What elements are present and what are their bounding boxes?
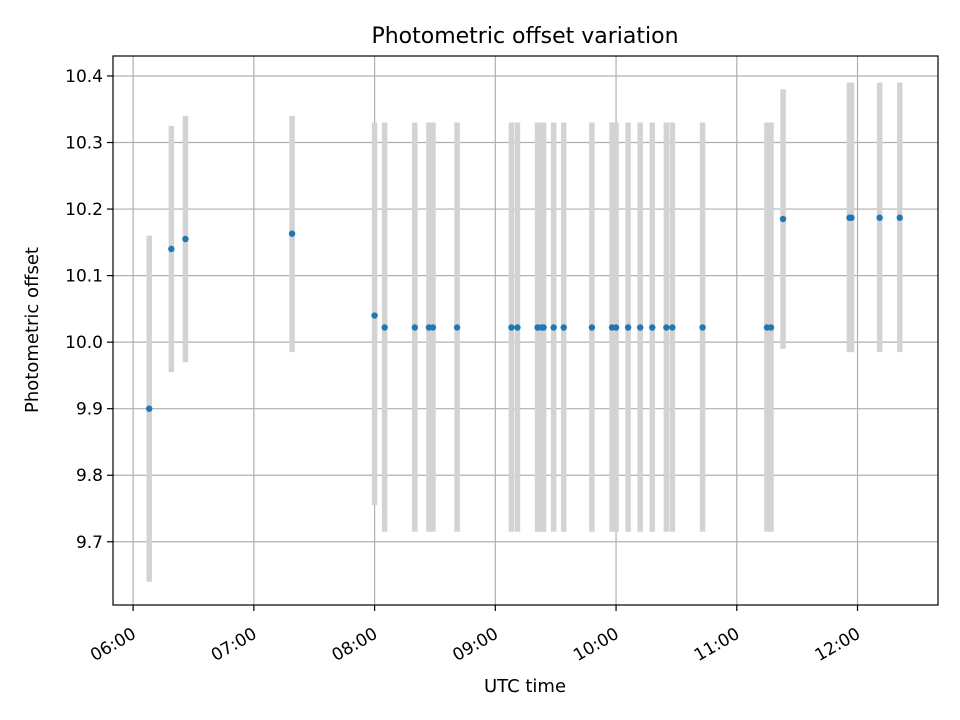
y-axis-ticks: 9.7 9.8 9.9 10.0 10.1 10.2 10.3 10.4	[65, 67, 113, 553]
y-axis-label: Photometric offset	[22, 247, 43, 413]
y-tick-label: 9.7	[76, 533, 103, 553]
data-point	[429, 324, 437, 331]
y-tick-label: 10.2	[65, 200, 103, 220]
data-point	[779, 215, 787, 223]
data-point	[848, 214, 855, 221]
data-point	[540, 324, 547, 331]
data-point	[612, 324, 620, 331]
data-point	[550, 324, 557, 331]
data-point	[560, 324, 567, 331]
data-point	[636, 324, 644, 331]
y-tick-label: 10.0	[65, 333, 103, 353]
data-point	[649, 324, 656, 331]
x-axis-label: UTC time	[484, 676, 566, 697]
data-point	[146, 405, 153, 412]
y-tick-label: 10.3	[65, 134, 103, 154]
y-tick-label: 9.8	[76, 466, 103, 486]
data-point	[767, 324, 775, 331]
data-point	[371, 312, 378, 319]
data-point	[168, 245, 175, 253]
data-point	[699, 324, 706, 331]
data-point	[453, 324, 461, 331]
data-point	[876, 214, 883, 221]
y-tick-label: 10.4	[65, 67, 103, 87]
data-point	[508, 324, 515, 331]
plot-frame	[112, 55, 939, 606]
data-points	[146, 214, 903, 412]
data-point	[588, 324, 596, 331]
y-tick-label: 9.9	[76, 400, 103, 420]
data-point	[182, 235, 189, 243]
data-point	[624, 324, 632, 331]
data-point	[663, 324, 670, 331]
chart-title: Photometric offset variation	[371, 24, 678, 49]
data-point	[896, 214, 903, 221]
data-point	[411, 324, 419, 331]
data-point	[669, 324, 676, 331]
data-point	[288, 230, 296, 237]
y-tick-label: 10.1	[65, 267, 103, 287]
data-point	[381, 324, 388, 331]
data-point	[514, 324, 521, 331]
